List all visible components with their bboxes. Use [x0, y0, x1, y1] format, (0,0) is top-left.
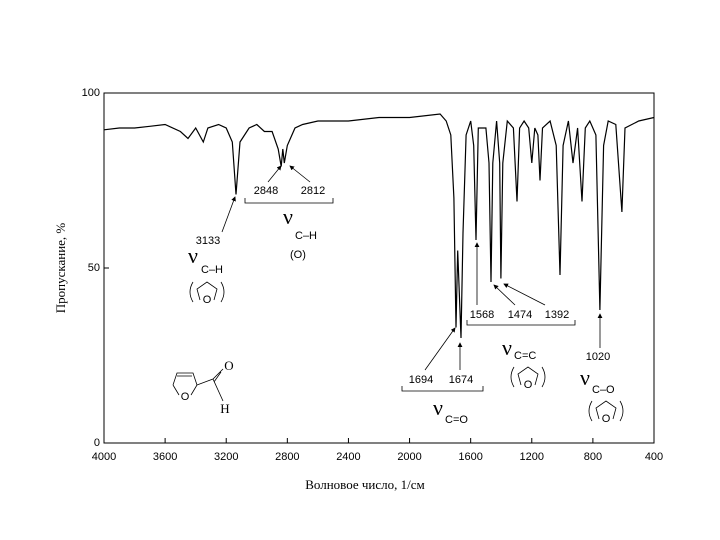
- peak-label: 1392: [545, 309, 569, 321]
- x-axis-label: Волновое число, 1/см: [305, 477, 425, 492]
- arrow: [267, 165, 282, 183]
- mode-symbol: ν: [188, 243, 198, 268]
- y-tick-label: 100: [82, 87, 100, 99]
- atom-label: H: [220, 401, 229, 416]
- x-tick-label: 2000: [397, 451, 421, 463]
- y-axis-label: Пропускание, %: [53, 223, 68, 314]
- x-tick-label: 2400: [336, 451, 360, 463]
- furfural-structure: O O H: [172, 358, 234, 416]
- y-tick-label: 50: [88, 262, 100, 274]
- spectrum-line: [103, 113, 655, 339]
- x-tick-label: 1200: [520, 451, 544, 463]
- peak-label: 3133: [196, 235, 220, 247]
- peak-label: 1020: [586, 351, 610, 363]
- x-tick-label: 4000: [92, 451, 116, 463]
- bracket: [401, 386, 484, 392]
- peak-label: 1474: [508, 309, 532, 321]
- furan-ring: O: [588, 400, 624, 425]
- mode-bond: C=C: [514, 350, 536, 362]
- x-tick-label: 1600: [458, 451, 482, 463]
- y-tick-label: 0: [94, 437, 100, 449]
- mode-bond: C–O: [592, 384, 615, 396]
- furan-ring: O: [189, 281, 225, 306]
- x-tick-label: 3600: [153, 451, 177, 463]
- peak-label: 1674: [449, 374, 473, 386]
- arrow: [289, 165, 311, 183]
- arrow: [221, 196, 236, 233]
- bracket: [244, 198, 334, 204]
- annotations: 3133 ν C–H O 2848 2812 ν C–H (O) 1694 16…: [172, 165, 624, 426]
- mode-symbol: ν: [580, 365, 590, 390]
- mode-symbol: ν: [283, 204, 293, 229]
- arrow: [503, 283, 546, 306]
- peak-label: 2848: [254, 185, 278, 197]
- peak-label: 2812: [301, 185, 325, 197]
- arrow: [424, 327, 456, 371]
- arrow: [493, 284, 516, 306]
- furan-ring: O: [510, 366, 546, 391]
- peak-label: 1568: [470, 309, 494, 321]
- mode-symbol: ν: [502, 335, 512, 360]
- atom-label: O: [224, 358, 233, 373]
- x-tick-label: 3200: [214, 451, 238, 463]
- x-tick-label: 800: [584, 451, 602, 463]
- mode-bond: C–H: [295, 230, 317, 242]
- x-tick-label: 400: [645, 451, 663, 463]
- peak-label: 1694: [409, 374, 433, 386]
- atom-label: O: [203, 294, 212, 306]
- group-label: (O): [290, 249, 306, 261]
- atom-label: O: [602, 413, 611, 425]
- mode-bond: C=O: [445, 414, 468, 426]
- mode-symbol: ν: [433, 395, 443, 420]
- x-tick-label: 2800: [275, 451, 299, 463]
- mode-bond: C–H: [201, 264, 223, 276]
- bracket: [466, 320, 576, 326]
- atom-label: O: [524, 379, 533, 391]
- atom-label: O: [181, 391, 190, 403]
